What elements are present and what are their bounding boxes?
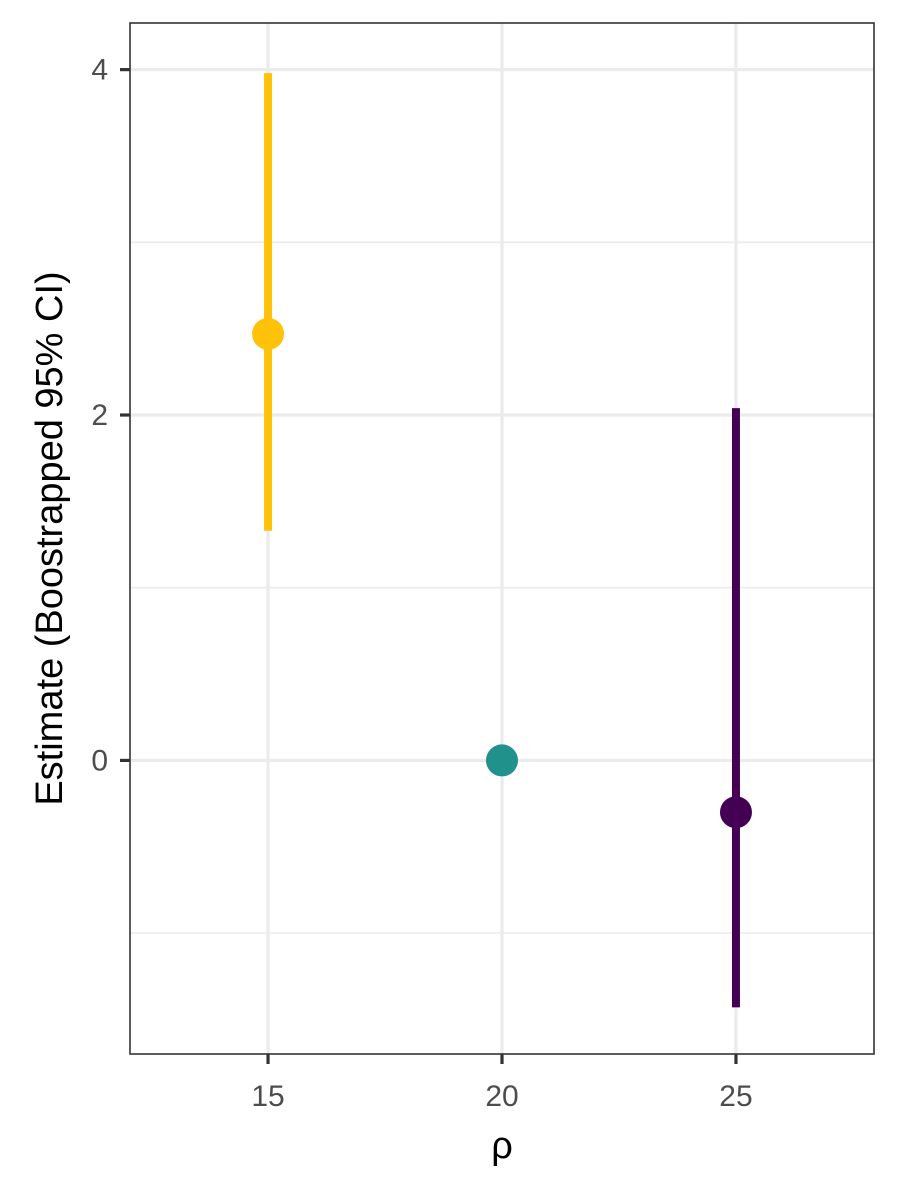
axis-ticks: [120, 68, 738, 1064]
tick-labels: 0 2 4 15 20 25: [91, 54, 752, 1113]
estimate-point: [252, 317, 285, 350]
y-axis-title: Estimate (Boostrapped 95% CI): [29, 271, 71, 805]
estimate-point: [719, 796, 752, 829]
y-tick-label: 4: [91, 54, 108, 87]
y-tick-label: 0: [91, 744, 108, 777]
x-tick-label: 25: [719, 1080, 752, 1113]
x-tick-label: 20: [485, 1080, 518, 1113]
x-tick-label: 15: [251, 1080, 284, 1113]
y-tick-label: 2: [91, 399, 108, 432]
x-axis-title: ρ: [491, 1125, 513, 1167]
data-series: [252, 73, 752, 1008]
estimate-point: [486, 744, 518, 777]
